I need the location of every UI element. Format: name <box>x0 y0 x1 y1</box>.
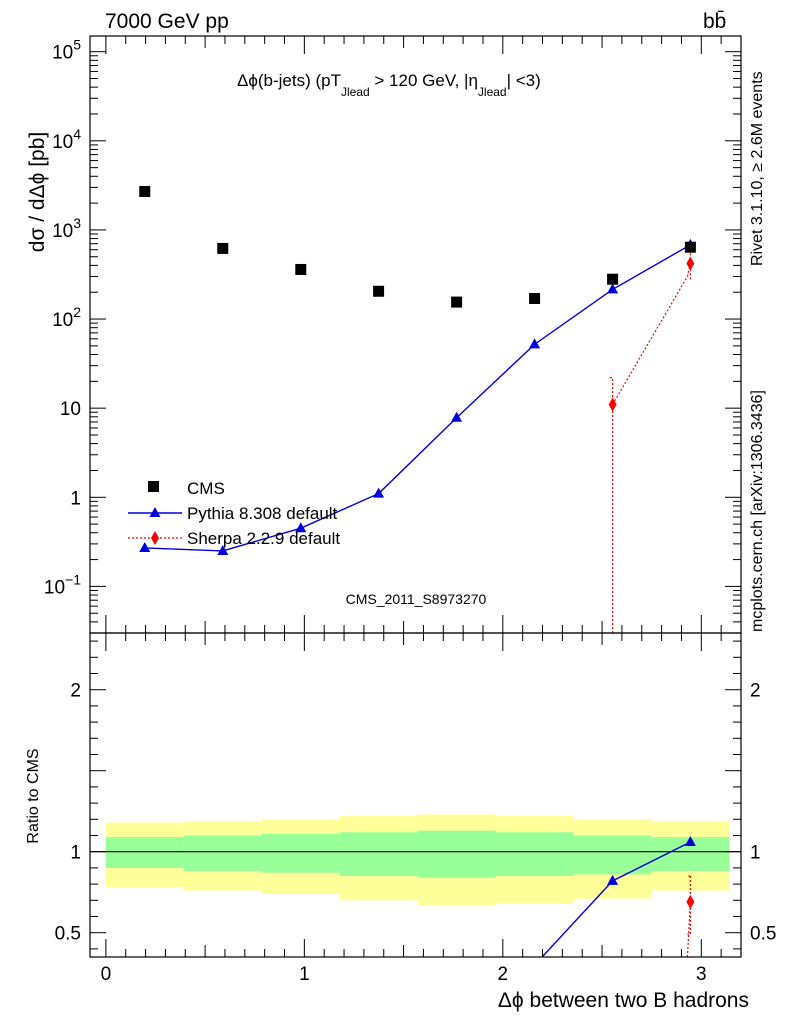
ratio-y-tick-label: 2 <box>70 681 81 702</box>
ratio-pythia-point <box>684 835 696 846</box>
cms-point <box>217 242 229 254</box>
header-left-label: 7000 GeV pp <box>105 10 229 33</box>
legend-sherpa-label: Sherpa 2.2.9 default <box>187 529 340 548</box>
cms-point <box>451 296 463 308</box>
uncertainty-band-green <box>339 832 418 876</box>
uncertainty-band-green <box>105 837 184 868</box>
uncertainty-band-green <box>495 832 574 876</box>
ratio-sherpa-errorbar <box>687 875 691 935</box>
x-tick-label: 0 <box>101 964 112 985</box>
x-axis-label: Δϕ between two B hadrons <box>498 989 749 1012</box>
ratio-panel: 0.5 0.5 1 1 2 2 0 1 2 3 <box>55 632 776 985</box>
ratio-y-tick-label-right: 1 <box>750 843 761 864</box>
x-tick-label: 2 <box>498 964 509 985</box>
uncertainty-band-green <box>183 835 262 872</box>
pythia-line <box>144 244 691 552</box>
analysis-watermark: CMS_2011_S8973270 <box>346 591 487 607</box>
cms-point <box>373 285 385 297</box>
x-tick-label: 1 <box>299 964 310 985</box>
mcplots-label: mcplots.cern.ch [arXiv:1306.3436] <box>749 390 766 632</box>
main-y-tick-label: 105 <box>52 37 81 64</box>
main-y-tick-label: 1 <box>70 488 81 509</box>
main-y-tick-label: 103 <box>52 215 81 242</box>
legend-cms-marker <box>148 481 159 492</box>
legend: CMS Pythia 8.308 default Sherpa 2.2.9 defa… <box>128 479 340 548</box>
legend-cms-label: CMS <box>187 479 225 498</box>
legend-pythia-marker <box>149 507 161 517</box>
pythia-point <box>295 522 307 533</box>
ratio-y-axis-label: Ratio to CMS <box>25 748 42 843</box>
uncertainty-band-green <box>261 833 340 873</box>
main-plot-area <box>139 185 696 633</box>
main-y-tick-label: 10 <box>60 399 81 420</box>
legend-pythia-label: Pythia 8.308 default <box>187 504 338 523</box>
ratio-y-tick-label: 0.5 <box>55 924 81 945</box>
ratio-pythia-point <box>607 874 619 885</box>
uncertainty-band-green <box>417 830 496 878</box>
cms-point <box>529 293 541 305</box>
cms-point <box>607 273 619 285</box>
main-y-tick-label: 102 <box>52 304 81 331</box>
sherpa-errorbar <box>609 377 614 633</box>
pythia-point <box>217 544 229 555</box>
sherpa-line <box>612 263 691 405</box>
uncertainty-band-green <box>573 835 652 875</box>
pythia-point <box>139 541 151 552</box>
sherpa-point <box>686 256 695 271</box>
cms-point <box>684 241 696 253</box>
pythia-point <box>607 283 619 294</box>
sherpa-point <box>608 397 617 412</box>
ratio-plot-area <box>90 814 741 957</box>
main-title: Δϕ(b-jets) (pTJlead > 120 GeV, |ηJlead| … <box>237 71 541 99</box>
ratio-y-tick-label-right: 0.5 <box>750 924 776 945</box>
legend-sherpa-marker <box>151 531 159 545</box>
ratio-sherpa-point <box>686 894 695 909</box>
main-y-tick-label: 104 <box>52 126 81 153</box>
main-y-tick-label: 10−1 <box>44 571 81 598</box>
pythia-point <box>451 411 463 422</box>
ratio-sherpa-line <box>686 901 691 957</box>
cms-point <box>295 263 307 275</box>
main-y-axis-label: dσ / dΔϕ [pb] <box>26 132 49 252</box>
ratio-y-tick-label-right: 2 <box>750 681 761 702</box>
cms-point <box>139 185 151 197</box>
rivet-label: Rivet 3.1.10, ≥ 2.6M events <box>749 71 766 266</box>
x-tick-label: 3 <box>696 964 707 985</box>
pythia-point <box>529 338 541 349</box>
ratio-y-tick-label: 1 <box>70 843 81 864</box>
header-right-label: bb̄ <box>703 10 726 33</box>
pythia-point <box>373 487 385 498</box>
ratio-frame <box>89 632 742 958</box>
